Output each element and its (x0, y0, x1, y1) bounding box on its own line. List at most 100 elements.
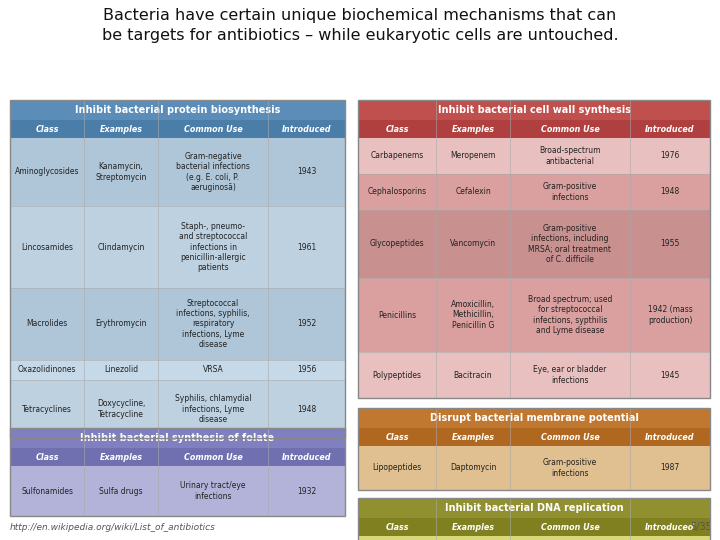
Text: Common Use: Common Use (184, 453, 243, 462)
Bar (10, 360, 345, 380)
Text: Staph-, pneumo-
and streptococcal
infections in
penicillin-allergic
patients: Staph-, pneumo- and streptococcal infect… (179, 222, 247, 272)
Text: Introduced: Introduced (645, 523, 695, 531)
Text: Gram-positive
infections: Gram-positive infections (543, 183, 597, 202)
Text: Gram-positive
infections, including
MRSA; oral treatment
of C. difficile: Gram-positive infections, including MRSA… (528, 224, 611, 264)
Text: Glycopeptides: Glycopeptides (369, 240, 424, 248)
Text: Common Use: Common Use (541, 125, 599, 133)
Text: 1945: 1945 (660, 370, 680, 380)
Text: Disrupt bacterial membrane potential: Disrupt bacterial membrane potential (430, 413, 639, 423)
Text: Introduced: Introduced (282, 125, 331, 133)
Text: 1943: 1943 (297, 167, 316, 177)
Bar (10, 428, 345, 516)
Text: 1948: 1948 (297, 404, 316, 414)
Text: Class: Class (385, 523, 409, 531)
Text: Daptomycin: Daptomycin (450, 463, 496, 472)
Bar (358, 498, 710, 518)
Text: Kanamycin,
Streptomycin: Kanamycin, Streptomycin (95, 163, 147, 181)
Text: Class: Class (35, 125, 59, 133)
Text: Erythromycin: Erythromycin (95, 320, 147, 328)
Text: Syphilis, chlamydial
infections, Lyme
disease: Syphilis, chlamydial infections, Lyme di… (175, 394, 251, 424)
Text: Introduced: Introduced (282, 453, 331, 462)
Text: Meropenem: Meropenem (450, 152, 495, 160)
Text: Cephalosporins: Cephalosporins (367, 187, 426, 197)
Text: Vancomycin: Vancomycin (450, 240, 496, 248)
Text: Bacitracin: Bacitracin (454, 370, 492, 380)
Text: Eye, ear or bladder
infections: Eye, ear or bladder infections (534, 365, 607, 384)
Bar (358, 536, 710, 540)
Bar (10, 100, 345, 120)
Text: Gram-negative
bacterial infections
(e.g. E. coli, P.
aeruginosā): Gram-negative bacterial infections (e.g.… (176, 152, 250, 192)
Text: Amoxicillin,
Methicillin,
Penicillin G: Amoxicillin, Methicillin, Penicillin G (451, 300, 495, 330)
Text: Examples: Examples (451, 125, 495, 133)
Text: Common Use: Common Use (541, 433, 599, 442)
Text: Examples: Examples (451, 433, 495, 442)
Text: 1961: 1961 (297, 242, 316, 252)
Text: Penicillins: Penicillins (378, 310, 416, 320)
Text: Examples: Examples (99, 453, 143, 462)
Text: Broad-spectrum
antibacterial: Broad-spectrum antibacterial (539, 146, 600, 166)
Text: Class: Class (385, 433, 409, 442)
Bar (358, 174, 710, 210)
Text: Streptococcal
infections, syphilis,
respiratory
infections, Lyme
disease: Streptococcal infections, syphilis, resp… (176, 299, 250, 349)
Text: VRSA: VRSA (202, 366, 223, 375)
Text: 1932: 1932 (297, 487, 316, 496)
Text: Oxazolidinones: Oxazolidinones (18, 366, 76, 375)
Text: Common Use: Common Use (541, 523, 599, 531)
Text: http://en.wikipedia.org/wiki/List_of_antibiotics: http://en.wikipedia.org/wiki/List_of_ant… (10, 523, 216, 532)
Text: 1952: 1952 (297, 320, 316, 328)
Bar (358, 408, 710, 490)
Text: Sulfonamides: Sulfonamides (21, 487, 73, 496)
Bar (358, 352, 710, 398)
Text: Doxycycline,
Tetracycline: Doxycycline, Tetracycline (96, 399, 145, 418)
Text: 1948: 1948 (660, 187, 680, 197)
Text: Lincosamides: Lincosamides (21, 242, 73, 252)
Text: 1942 (mass
production): 1942 (mass production) (647, 305, 693, 325)
Bar (358, 518, 710, 536)
Text: Broad spectrum; used
for streptococcal
infections, sypthilis
and Lyme disease: Broad spectrum; used for streptococcal i… (528, 295, 612, 335)
Text: Class: Class (385, 125, 409, 133)
Text: Introduced: Introduced (645, 433, 695, 442)
Bar (358, 498, 710, 540)
Bar (10, 100, 345, 438)
Text: 1976: 1976 (660, 152, 680, 160)
Text: 5/35: 5/35 (690, 522, 712, 532)
Text: Clindamycin: Clindamycin (97, 242, 145, 252)
Text: Lipopeptides: Lipopeptides (372, 463, 422, 472)
Text: 1987: 1987 (660, 463, 680, 472)
Bar (10, 288, 345, 360)
Text: 1955: 1955 (660, 240, 680, 248)
Text: Tetracyclines: Tetracyclines (22, 404, 72, 414)
Text: Linezolid: Linezolid (104, 366, 138, 375)
Bar (358, 138, 710, 174)
Bar (358, 278, 710, 352)
Text: Introduced: Introduced (645, 125, 695, 133)
Bar (358, 120, 710, 138)
Bar (358, 210, 710, 278)
Text: Inhibit bacterial DNA replication: Inhibit bacterial DNA replication (445, 503, 624, 513)
Bar (10, 380, 345, 438)
Text: Macrolides: Macrolides (27, 320, 68, 328)
Text: Bacteria have certain unique biochemical mechanisms that can
be targets for anti: Bacteria have certain unique biochemical… (102, 8, 618, 43)
Bar (358, 408, 710, 428)
Text: Cefalexin: Cefalexin (455, 187, 491, 197)
Bar (10, 206, 345, 288)
Text: Inhibit bacterial protein biosynthesis: Inhibit bacterial protein biosynthesis (75, 105, 280, 115)
Text: Urinary tract/eye
infections: Urinary tract/eye infections (180, 481, 246, 501)
Text: Common Use: Common Use (184, 125, 243, 133)
Text: Polypeptides: Polypeptides (372, 370, 421, 380)
Bar (358, 100, 710, 398)
Bar (10, 466, 345, 516)
Bar (358, 446, 710, 490)
Bar (10, 120, 345, 138)
Text: Aminoglycosides: Aminoglycosides (14, 167, 79, 177)
Text: Inhibit bacterial cell wall synthesis: Inhibit bacterial cell wall synthesis (438, 105, 631, 115)
Text: Carbapenems: Carbapenems (370, 152, 423, 160)
Text: Gram-positive
infections: Gram-positive infections (543, 458, 597, 478)
Bar (10, 448, 345, 466)
Bar (358, 100, 710, 120)
Text: Sulfa drugs: Sulfa drugs (99, 487, 143, 496)
Text: 1956: 1956 (297, 366, 316, 375)
Text: Examples: Examples (99, 125, 143, 133)
Bar (10, 138, 345, 206)
Text: Class: Class (35, 453, 59, 462)
